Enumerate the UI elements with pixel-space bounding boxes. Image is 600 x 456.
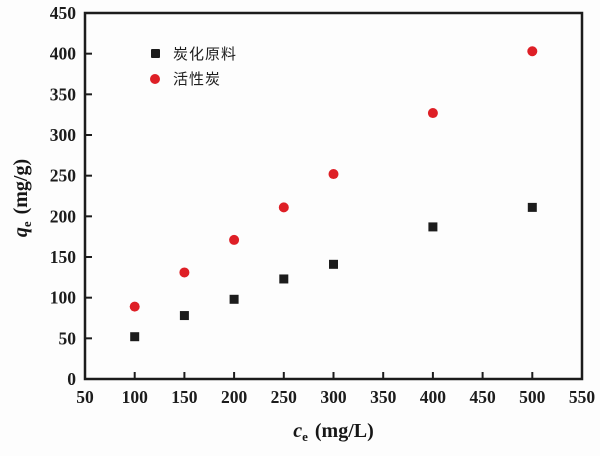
y-axis-symbol: q <box>10 227 32 238</box>
y-tick-label: 300 <box>50 125 77 145</box>
data-point-circle <box>229 234 240 245</box>
data-point-square <box>179 311 189 321</box>
data-point-circle <box>179 267 190 278</box>
y-tick-label: 150 <box>50 247 77 267</box>
y-tick-label: 400 <box>50 44 77 64</box>
x-tick-label: 300 <box>320 387 347 407</box>
data-point-square <box>428 222 438 232</box>
y-tick-label: 450 <box>50 3 77 23</box>
legend-square-marker-icon <box>150 49 160 58</box>
data-point-square <box>527 202 537 212</box>
data-point-circle <box>129 301 140 312</box>
y-axis-subscript: e <box>19 221 34 228</box>
x-tick-label: 450 <box>469 387 496 407</box>
legend-item: 炭化原料 <box>148 41 237 66</box>
y-axis-label: qe (mg/g) <box>10 128 38 268</box>
x-tick-label: 550 <box>569 387 596 407</box>
y-tick-label: 0 <box>67 369 76 389</box>
y-axis-unit: (mg/g) <box>10 158 32 220</box>
legend-circle-marker-icon <box>150 73 160 84</box>
data-point-circle <box>278 202 289 213</box>
y-tick-label: 50 <box>59 328 77 348</box>
x-axis-label: ce (mg/L) <box>85 420 582 444</box>
x-tick-label: 350 <box>370 387 397 407</box>
x-axis-unit: (mg/L) <box>309 420 374 442</box>
x-tick-label: 400 <box>420 387 447 407</box>
x-axis-subscript: e <box>302 429 308 444</box>
x-axis-symbol: c <box>293 420 303 442</box>
y-tick-label: 350 <box>50 84 77 104</box>
x-tick-label: 250 <box>271 387 298 407</box>
y-tick-label: 200 <box>50 206 77 226</box>
data-point-square <box>229 294 239 304</box>
y-tick-label: 250 <box>50 166 77 186</box>
data-point-circle <box>427 108 438 119</box>
data-point-circle <box>527 46 538 57</box>
x-tick-label: 200 <box>221 387 248 407</box>
legend-marker-cell <box>148 73 162 84</box>
legend-item: 活性炭 <box>148 66 237 91</box>
data-point-square <box>279 274 289 284</box>
legend-marker-cell <box>148 49 162 58</box>
x-tick-label: 100 <box>122 387 149 407</box>
data-point-square <box>130 332 140 342</box>
data-point-square <box>329 259 338 269</box>
y-tick-label: 100 <box>50 288 77 308</box>
legend-label: 活性炭 <box>173 71 222 88</box>
x-tick-label: 150 <box>171 387 198 407</box>
x-tick-label: 500 <box>519 387 546 407</box>
data-point-circle <box>328 169 339 180</box>
x-tick-label: 50 <box>76 387 94 407</box>
legend-label: 炭化原料 <box>173 46 238 63</box>
chart-legend: 炭化原料 活性炭 <box>148 41 237 91</box>
